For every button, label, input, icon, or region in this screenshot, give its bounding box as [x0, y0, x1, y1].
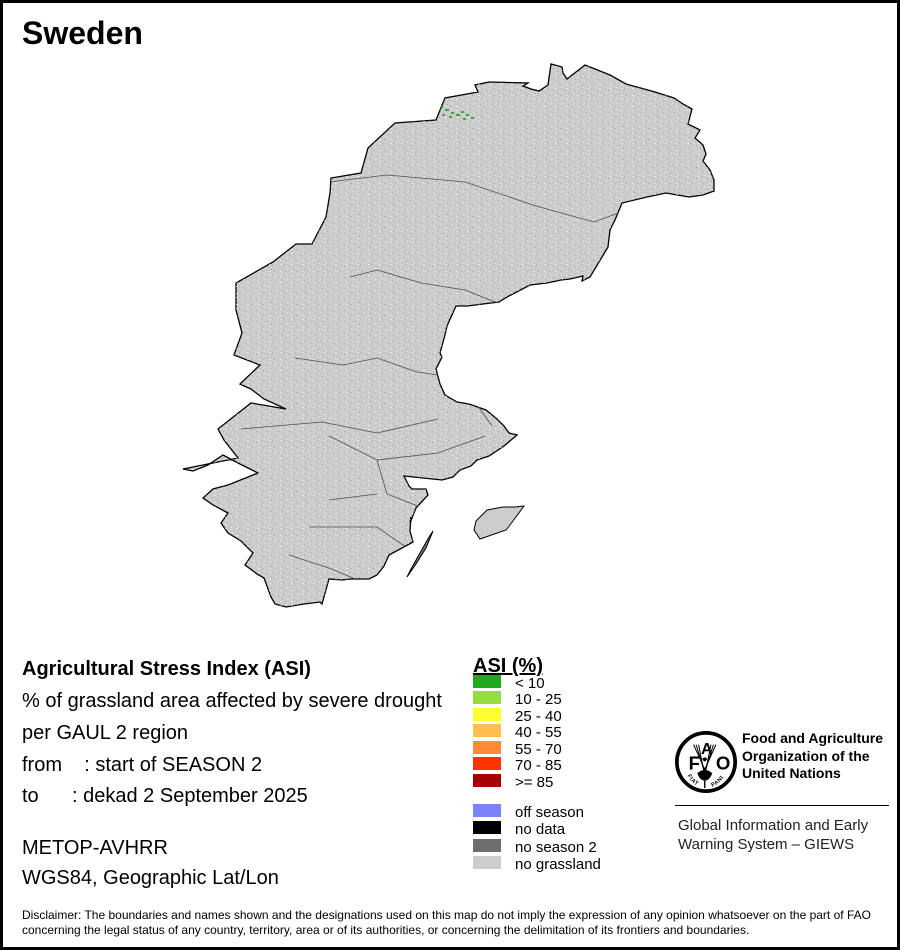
svg-text:O: O	[716, 752, 730, 773]
